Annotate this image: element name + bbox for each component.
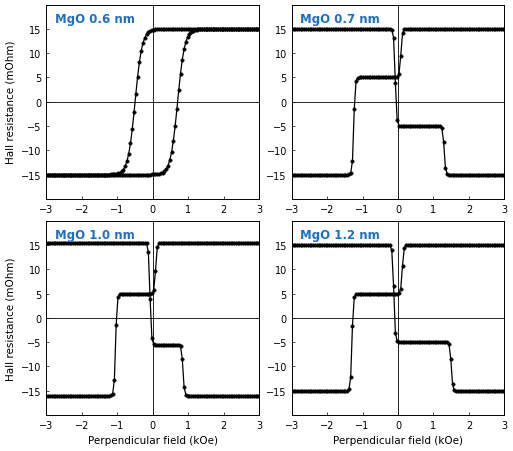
X-axis label: Perpendicular field (kOe): Perpendicular field (kOe) [88,436,218,446]
Text: MgO 1.2 nm: MgO 1.2 nm [300,229,380,242]
Text: MgO 0.6 nm: MgO 0.6 nm [55,13,135,26]
Y-axis label: Hall resistance (mOhm): Hall resistance (mOhm) [6,257,15,380]
Text: MgO 1.0 nm: MgO 1.0 nm [55,229,135,242]
Text: MgO 0.7 nm: MgO 0.7 nm [300,13,380,26]
X-axis label: Perpendicular field (kOe): Perpendicular field (kOe) [333,436,463,446]
Y-axis label: Hall resistance (mOhm): Hall resistance (mOhm) [6,41,15,164]
